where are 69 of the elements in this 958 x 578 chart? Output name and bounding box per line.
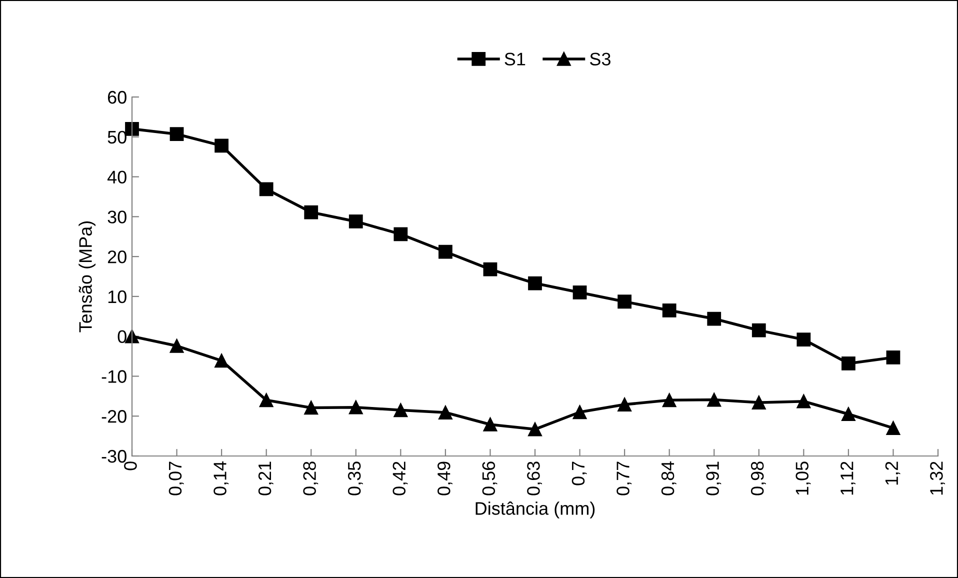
point bbox=[214, 354, 228, 368]
point bbox=[528, 276, 542, 290]
x-tick-label: 0,07 bbox=[168, 462, 184, 496]
point bbox=[483, 262, 498, 276]
x-tick-label: 0,56 bbox=[482, 462, 498, 496]
y-tick-label: 50 bbox=[108, 130, 126, 144]
point bbox=[170, 338, 184, 353]
y-tick-label: 20 bbox=[108, 250, 126, 264]
x-tick-label: 0,28 bbox=[303, 462, 318, 496]
point bbox=[796, 394, 811, 408]
x-tick-label: 1,2 bbox=[885, 462, 900, 485]
point bbox=[572, 405, 587, 420]
y-tick-label: 30 bbox=[108, 210, 126, 224]
point bbox=[572, 286, 587, 300]
point bbox=[483, 418, 498, 432]
y-tick-label: -20 bbox=[102, 410, 126, 423]
point bbox=[618, 398, 632, 412]
x-tick-label: 0,84 bbox=[661, 461, 676, 496]
y-tick-label: -10 bbox=[102, 370, 126, 383]
point bbox=[752, 396, 766, 410]
point bbox=[662, 393, 676, 408]
point bbox=[886, 350, 900, 364]
x-tick-label: 1,32 bbox=[930, 462, 945, 495]
point bbox=[348, 400, 363, 414]
x-tick-label: 0 bbox=[124, 462, 137, 470]
point bbox=[796, 332, 811, 346]
point bbox=[214, 138, 228, 153]
point bbox=[125, 122, 139, 136]
x-tick-label: 0,98 bbox=[750, 462, 766, 496]
point bbox=[438, 244, 452, 259]
point bbox=[618, 294, 632, 309]
x-tick-label: 0,42 bbox=[392, 462, 408, 496]
y-axis-title: Tensão (MPa) bbox=[78, 221, 96, 332]
point bbox=[259, 393, 274, 408]
point bbox=[125, 329, 139, 344]
point bbox=[394, 403, 408, 418]
x-tick-label: 0,49 bbox=[438, 462, 452, 496]
point bbox=[662, 303, 676, 318]
x-axis-title: Distância (mm) bbox=[476, 502, 595, 518]
point bbox=[707, 392, 722, 407]
point bbox=[842, 407, 856, 422]
x-tick-label: 0,91 bbox=[706, 462, 722, 496]
x-tick-label: 0,77 bbox=[616, 462, 632, 496]
x-tick-label: 0,7 bbox=[572, 462, 587, 486]
x-tick-label: 0,21 bbox=[258, 462, 274, 496]
point bbox=[438, 406, 452, 420]
x-tick-label: 0,63 bbox=[527, 462, 542, 496]
y-tick-label: 0 bbox=[118, 330, 126, 344]
point bbox=[304, 205, 318, 220]
point bbox=[752, 323, 766, 338]
x-tick-label: 1,05 bbox=[796, 462, 811, 495]
point bbox=[394, 227, 408, 242]
legend-label: S3 bbox=[590, 52, 610, 66]
point bbox=[707, 312, 722, 326]
point bbox=[170, 127, 184, 142]
x-tick-label: 1,12 bbox=[840, 462, 856, 495]
point bbox=[886, 421, 900, 436]
y-tick-label: 60 bbox=[108, 90, 126, 104]
x-tick-label: 0,14 bbox=[214, 461, 229, 496]
point bbox=[259, 182, 274, 196]
x-tick-label: 0,35 bbox=[348, 462, 363, 496]
y-tick-label: -30 bbox=[102, 450, 126, 463]
y-tick-label: 40 bbox=[107, 170, 126, 184]
point bbox=[304, 400, 318, 415]
point bbox=[348, 214, 363, 228]
point bbox=[842, 356, 856, 370]
point bbox=[528, 422, 542, 436]
legend-label: S1 bbox=[504, 52, 526, 66]
y-tick-label: 10 bbox=[108, 290, 126, 304]
